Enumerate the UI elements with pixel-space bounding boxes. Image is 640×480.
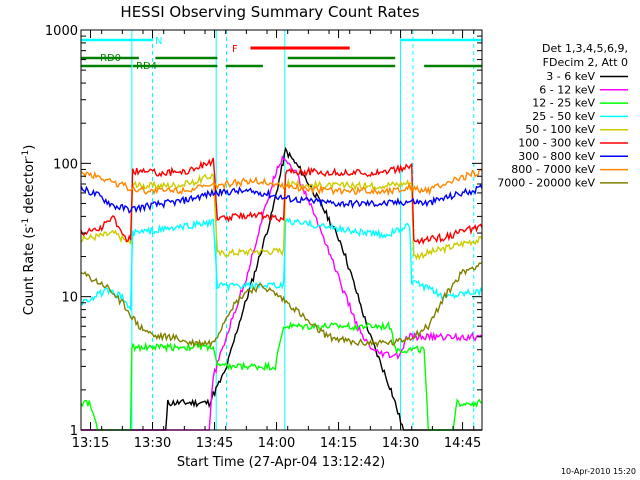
y-label-end: ) <box>22 145 37 150</box>
legend-label: 50 - 100 keV <box>525 123 595 136</box>
legend-label: 6 - 12 keV <box>539 83 595 96</box>
footer-timestamp: 10-Apr-2010 15:20 <box>561 467 636 476</box>
series-line <box>80 157 483 246</box>
x-tick-label: 14:00 <box>258 436 295 451</box>
legend-label: 25 - 50 keV <box>532 110 595 123</box>
flag-label: F <box>232 44 238 55</box>
chart-title: HESSI Observing Summary Count Rates <box>120 3 419 21</box>
legend-label: 800 - 7000 keV <box>511 163 595 176</box>
series-line <box>80 168 483 197</box>
y-tick-label: 100 <box>53 157 78 172</box>
x-tick-label: 13:15 <box>72 436 109 451</box>
legend-header: FDecim 2, Att 0 <box>543 56 628 69</box>
y-label-main: Count Rate (s <box>22 227 37 316</box>
x-tick-label: 14:45 <box>444 436 481 451</box>
x-tick-label: 13:30 <box>134 436 171 451</box>
legend-label: 12 - 25 keV <box>532 97 595 110</box>
y-label-sup1: -1 <box>21 218 31 227</box>
y-axis: 1 10 100 1000 <box>45 24 482 439</box>
series-line <box>80 184 483 214</box>
x-axis: 13:15 13:30 13:45 14:00 14:15 14:30 14:45 <box>72 30 481 451</box>
x-tick-label: 14:30 <box>382 436 419 451</box>
y-label-sup2: -1 <box>21 150 31 159</box>
flag-label: N <box>155 36 162 47</box>
series-line <box>80 217 483 312</box>
x-axis-label: Start Time (27-Apr-04 13:12:42) <box>177 455 385 470</box>
plot-frame <box>80 29 483 431</box>
legend: Det 1,3,4,5,6,9,FDecim 2, Att 03 - 6 keV… <box>497 42 628 189</box>
legend-header: Det 1,3,4,5,6,9, <box>542 42 628 55</box>
legend-label: 300 - 800 keV <box>518 150 595 163</box>
legend-label: 7000 - 20000 keV <box>497 176 595 189</box>
y-tick-label: 1000 <box>45 24 78 39</box>
series-line <box>80 320 483 431</box>
series-line <box>80 173 483 261</box>
legend-label: 100 - 300 keV <box>518 137 595 150</box>
plot-area <box>80 30 483 431</box>
x-tick-label: 13:45 <box>196 436 233 451</box>
legend-label: 3 - 6 keV <box>546 70 595 83</box>
flag-label: RD0 <box>100 53 121 64</box>
y-label-mid: detector <box>22 158 37 218</box>
flag-bars: N F RD0 RD4 <box>81 36 482 72</box>
x-tick-label: 14:15 <box>320 436 357 451</box>
series-line <box>80 261 483 349</box>
y-tick-label: 10 <box>61 291 78 306</box>
y-tick-label: 1 <box>70 424 78 439</box>
y-axis-label: Count Rate (s-1 detector-1) <box>21 145 37 316</box>
flag-label: RD4 <box>136 61 157 72</box>
